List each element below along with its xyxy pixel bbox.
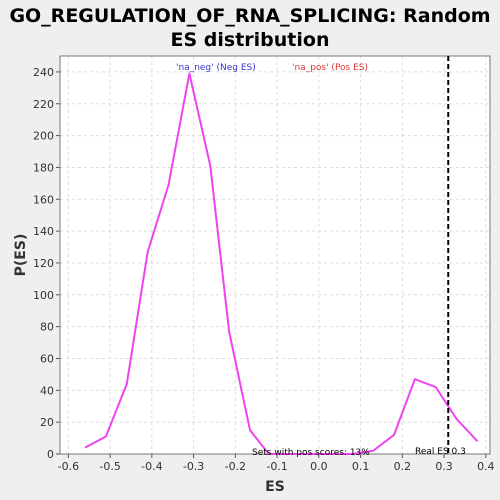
- legend-pos-es: 'na_pos' (Pos ES): [292, 63, 368, 73]
- es-distribution-line: [84, 72, 479, 455]
- y-tick-label: 120: [33, 257, 54, 270]
- x-tick-label: 0.2: [394, 460, 412, 473]
- y-tick-label: 140: [33, 225, 54, 238]
- x-axis-label: ES: [265, 479, 285, 495]
- y-tick-label: 0: [47, 448, 54, 461]
- y-tick-label: 20: [40, 416, 54, 429]
- y-tick-label: 220: [33, 98, 54, 111]
- plot-area: [60, 56, 490, 454]
- x-tick-label: -0.3: [183, 460, 204, 473]
- y-tick-label: 200: [33, 130, 54, 143]
- x-tick-label: -0.1: [266, 460, 287, 473]
- chart-title-line-2: ES distribution: [170, 29, 330, 51]
- y-axis-label: P(ES): [13, 234, 29, 277]
- x-tick-label: -0.4: [141, 460, 162, 473]
- chart-title-line-1: GO_REGULATION_OF_RNA_SPLICING: Random: [9, 5, 491, 27]
- x-tick-label: -0.2: [225, 460, 246, 473]
- x-tick-label: 0.0: [310, 460, 328, 473]
- x-tick-label: 0.1: [352, 460, 370, 473]
- y-tick-label: 240: [33, 66, 54, 79]
- pos-scores-annotation: Sets with pos scores: 13%: [252, 448, 370, 458]
- real-es-annotation: Real ES 0.3: [415, 447, 466, 457]
- y-tick-label: 160: [33, 193, 54, 206]
- y-tick-label: 100: [33, 289, 54, 302]
- x-tick-label: -0.5: [99, 460, 120, 473]
- y-tick-label: 60: [40, 352, 54, 365]
- y-tick-label: 80: [40, 321, 54, 334]
- x-tick-label: 0.4: [477, 460, 495, 473]
- x-tick-label: 0.3: [435, 460, 453, 473]
- legend-neg-es: 'na_neg' (Neg ES): [176, 63, 256, 73]
- y-tick-label: 40: [40, 384, 54, 397]
- y-tick-label: 180: [33, 161, 54, 174]
- x-tick-label: -0.6: [58, 460, 79, 473]
